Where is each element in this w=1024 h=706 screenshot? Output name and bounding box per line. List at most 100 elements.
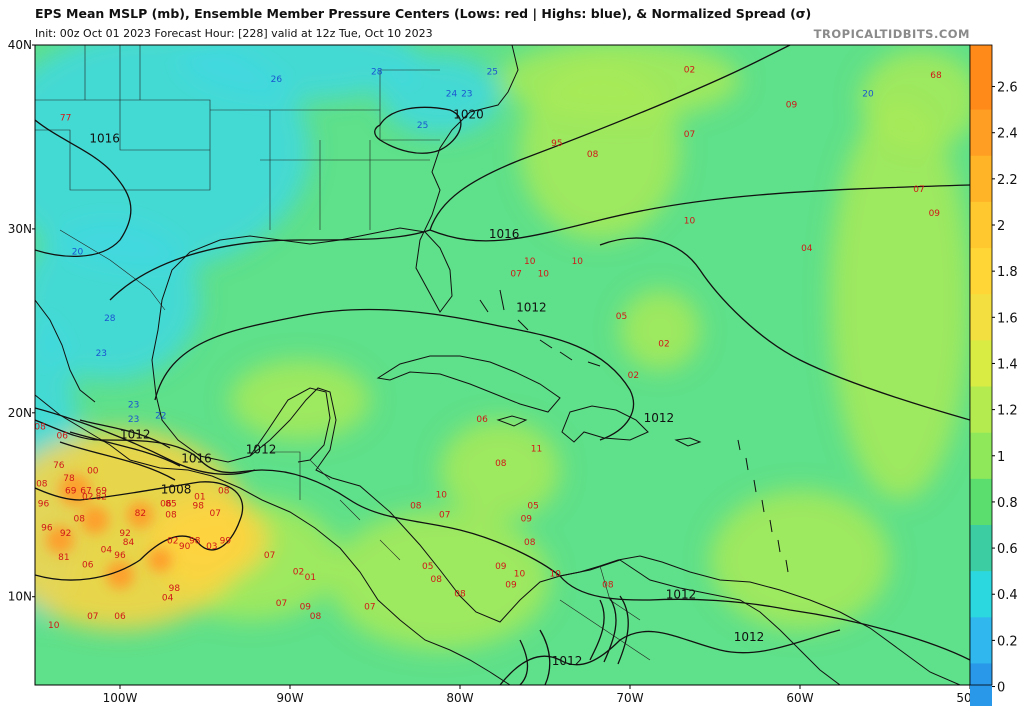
colorbar-segment [970, 432, 992, 480]
low-center-label: 98 [192, 501, 204, 511]
isobar-label: 1008 [161, 483, 192, 497]
isobar-labels: 1016102010161012101210121016101210081012… [89, 108, 764, 668]
map-subtitle: Init: 00z Oct 01 2023 Forecast Hour: [22… [35, 27, 433, 40]
low-center-label: 04 [101, 546, 113, 556]
low-center-label: 07 [209, 509, 220, 519]
isobar-1020 [374, 106, 462, 154]
colorbar-label: 0.2 [997, 634, 1018, 649]
low-center-label: 08 [410, 501, 422, 511]
hispaniola-coast [561, 405, 649, 443]
low-center-label: 00 [87, 467, 99, 477]
low-center-label: 06 [56, 432, 68, 442]
low-center-label: 11 [531, 444, 542, 454]
isobar-1012-north [154, 308, 635, 441]
low-center-label: 05 [422, 562, 433, 572]
high-center-label: 20 [72, 248, 84, 258]
low-center-label: 69 [65, 487, 77, 497]
low-center-label: 02 [167, 536, 178, 546]
map-title: EPS Mean MSLP (mb), Ensemble Member Pres… [35, 6, 812, 21]
low-center-label: 10 [514, 569, 526, 579]
low-center-label: 07 [913, 185, 924, 195]
colorbar-segment [970, 525, 992, 572]
state-border-b [119, 45, 210, 151]
lat-label: 40N [8, 38, 32, 52]
spread-blob [35, 45, 310, 270]
high-center-label: 23 [128, 400, 139, 410]
spread-hotspot [46, 526, 74, 554]
colorbar-label: 2.4 [997, 127, 1018, 142]
low-center-label: 10 [538, 270, 550, 280]
colorbar-label: 2.6 [997, 81, 1018, 96]
low-center-label: 09 [929, 209, 941, 219]
isobar-label: 1012 [734, 630, 765, 644]
high-center-label: 22 [155, 411, 166, 421]
low-center-label: 92 [60, 529, 71, 539]
high-center-label: 23 [128, 415, 139, 425]
spread-blob [620, 290, 700, 370]
low-center-label: 08 [495, 459, 507, 469]
low-center-label: 10 [48, 621, 60, 631]
low-center-label: 68 [930, 71, 942, 81]
spread-blob [230, 360, 370, 440]
low-center-label: 82 [96, 492, 107, 502]
low-center-label: 08 [73, 514, 85, 524]
credit-watermark: TROPICALTIDBITS.COM [813, 27, 970, 41]
low-center-label: 09 [505, 581, 517, 591]
low-center-label: 10 [549, 569, 561, 579]
lat-label: 20N [8, 406, 32, 420]
low-center-label: 82 [135, 509, 146, 519]
south-america-coast [559, 555, 961, 685]
lon-label: 70W [616, 691, 643, 705]
colorbar-segment [970, 478, 992, 526]
colorbar-label: 2.2 [997, 173, 1018, 188]
isobar-1008 [35, 481, 244, 581]
puerto-rico-coast [674, 437, 702, 447]
colorbar-segment [970, 248, 992, 295]
colorbar-label: 1.2 [997, 404, 1018, 419]
low-center-label: 92 [119, 529, 130, 539]
colorbar-segment [970, 109, 992, 157]
colorbar-label: 2 [997, 219, 1005, 234]
state-border-d [269, 110, 371, 230]
high-center-label: 25 [417, 121, 428, 131]
low-center-label: 06 [476, 415, 488, 425]
colorbar-label: 1.8 [997, 265, 1018, 280]
low-center-label: 05 [616, 312, 627, 322]
low-center-label: 02 [628, 371, 639, 381]
low-center-label: 02 [658, 340, 669, 350]
low-center-label: 69 [96, 487, 108, 497]
south-america-borders [559, 565, 651, 661]
isobar-sa-tight [519, 595, 629, 685]
colorbar-label: 0 [997, 681, 1005, 696]
lon-label: 100W [103, 691, 138, 705]
isobar-1012-samerica-low [499, 629, 841, 685]
low-center-label: 98 [189, 536, 201, 546]
bahamas [479, 289, 601, 367]
low-center-label: 08 [454, 590, 466, 600]
low-center-label: 03 [206, 542, 217, 552]
colorbar-segment [970, 63, 992, 111]
us-mexico-border [59, 229, 166, 311]
low-center-label: 07 [264, 551, 275, 561]
isobar-1012-samerica [559, 575, 970, 661]
low-center-label: 07 [439, 511, 450, 521]
low-center-label: 99 [220, 536, 232, 546]
colorbar-frame [969, 44, 993, 686]
jamaica-coast [496, 415, 528, 427]
low-center-label: 10 [572, 257, 584, 267]
coastlines [35, 45, 961, 685]
lon-label: 60W [786, 691, 813, 705]
cuba-coast [376, 355, 561, 413]
low-center-label: 07 [510, 270, 521, 280]
isobar-label: 1012 [644, 411, 675, 425]
low-center-label: 08 [524, 538, 536, 548]
low-center-label: 06 [114, 612, 126, 622]
low-center-label: 08 [34, 422, 46, 432]
low-center-label: 09 [300, 603, 312, 613]
lat-label: 30N [8, 222, 32, 236]
low-center-label: 09 [786, 101, 798, 111]
high-center-label: 28 [371, 67, 383, 77]
low-center-label: 08 [602, 581, 614, 591]
isobar-1016-mid [429, 184, 970, 242]
